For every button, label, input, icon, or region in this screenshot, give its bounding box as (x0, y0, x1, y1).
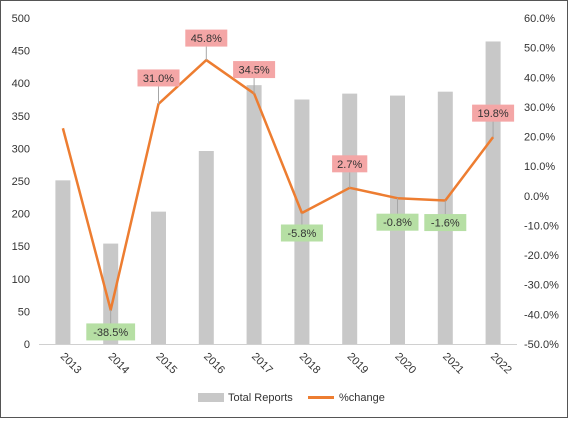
left-tick-label: 0 (24, 339, 30, 351)
data-label-box (185, 29, 228, 47)
left-tick-label: 250 (12, 176, 30, 188)
data-label-box (332, 155, 368, 173)
left-tick-label: 350 (12, 111, 30, 123)
axes: 0 50 100 150 200 250 300 350 400 450 500 -50.0% -40.… (12, 13, 559, 376)
data-label-box (86, 323, 136, 341)
line-series (61, 58, 495, 312)
data-label-box (472, 104, 515, 122)
x-tick-label: 2018 (297, 351, 323, 377)
data-label-box (137, 69, 180, 87)
data-label-box (376, 213, 419, 231)
bar-2022 (485, 41, 501, 345)
legend-label-change: %change (339, 392, 385, 404)
left-tick-label: 100 (12, 274, 30, 286)
bar-series (55, 41, 501, 345)
data-label: 34.5% (238, 65, 269, 77)
right-tick-label: -40.0% (524, 309, 559, 321)
data-label: -1.6% (431, 218, 460, 230)
data-label: -5.8% (288, 228, 317, 240)
x-tick-label: 2016 (201, 351, 227, 377)
legend-swatch-total-reports (198, 393, 224, 402)
right-tick-label: -10.0% (524, 220, 559, 232)
right-tick-label: -50.0% (524, 339, 559, 351)
x-tick-label: 2013 (58, 351, 84, 377)
right-tick-label: 40.0% (524, 72, 555, 84)
data-label-box (233, 61, 276, 79)
x-tick-label: 2020 (392, 351, 418, 377)
left-tick-label: 200 (12, 209, 30, 221)
bar-2013 (55, 180, 71, 344)
right-tick-label: 0.0% (524, 191, 549, 203)
data-label: 2.7% (337, 159, 362, 171)
data-label: 45.8% (191, 33, 222, 45)
right-tick-label: 50.0% (524, 43, 555, 55)
bar-2015 (151, 211, 166, 344)
left-tick-label: 400 (12, 78, 30, 90)
x-tick-label: 2019 (345, 351, 371, 377)
left-tick-label: 300 (12, 143, 30, 155)
right-tick-label: 30.0% (524, 102, 555, 114)
data-label: -38.5% (93, 327, 128, 339)
left-tick-label: 50 (18, 306, 30, 318)
bar-2014 (103, 243, 119, 344)
x-tick-label: 2014 (106, 351, 132, 377)
change-line (61, 58, 495, 312)
data-label-box (424, 214, 467, 232)
x-tick-label: 2015 (153, 351, 179, 377)
data-label: -0.8% (383, 217, 412, 229)
left-tick-label: 450 (12, 46, 30, 58)
legend: Total Reports %change (198, 392, 385, 404)
data-label: 19.8% (477, 108, 508, 120)
legend-label-total-reports: Total Reports (228, 392, 293, 404)
right-tick-label: -30.0% (524, 280, 559, 292)
x-tick-label: 2021 (440, 351, 466, 377)
left-tick-label: 150 (12, 241, 30, 253)
x-tick-label: 2022 (488, 351, 514, 377)
bar-2017 (246, 85, 262, 344)
right-tick-label: 10.0% (524, 161, 555, 173)
data-label-box (280, 224, 323, 242)
data-labels: -38.5% 31.0% 45.8% 34.5% -5.8% 2.7% -0.8% -1.6%… (86, 29, 515, 341)
bar-2016 (198, 151, 214, 344)
right-tick-label: 20.0% (524, 132, 555, 144)
x-tick-label: 2017 (249, 351, 275, 377)
bar-2019 (342, 93, 358, 344)
right-tick-label: 60.0% (524, 13, 555, 25)
left-tick-label: 500 (12, 13, 30, 25)
data-label: 31.0% (143, 73, 174, 85)
right-tick-label: -20.0% (524, 250, 559, 262)
